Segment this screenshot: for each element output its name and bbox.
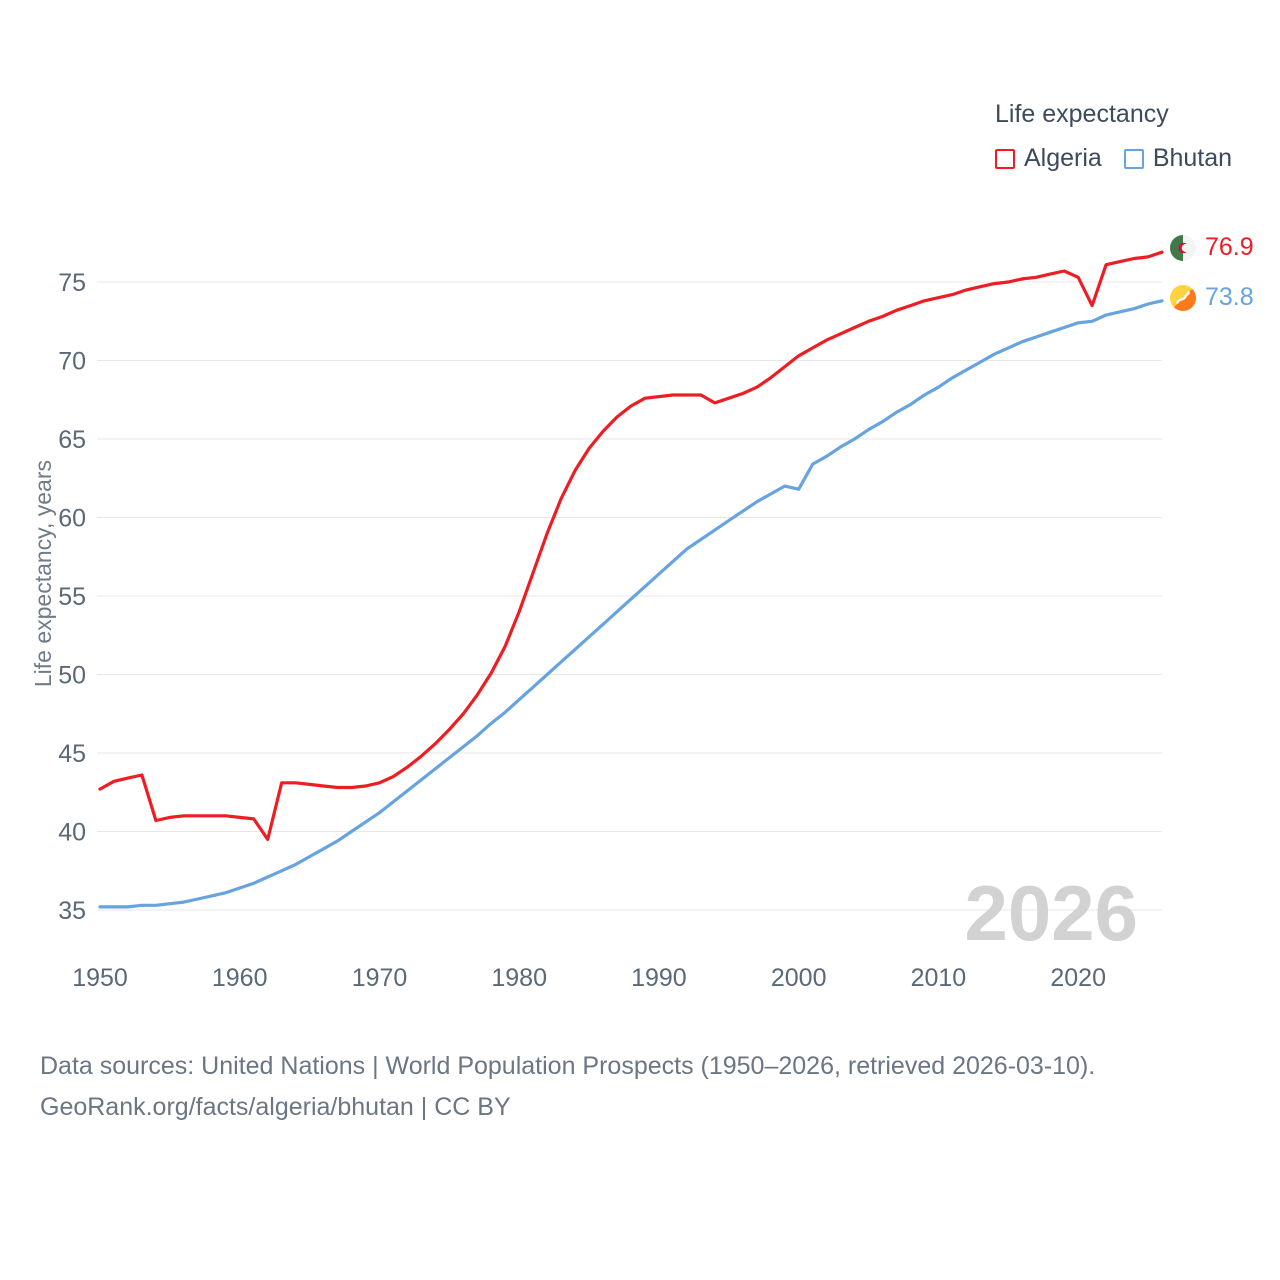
legend-item-bhutan: Bhutan [1123,144,1233,173]
x-tick-label: 2020 [1050,964,1106,992]
algeria-swatch-icon [995,148,1015,169]
x-tick-label: 2000 [771,964,827,992]
algeria-flag-icon [1170,234,1196,261]
bhutan-end-value: 73.8 [1205,283,1254,311]
bhutan-flag-icon [1170,284,1196,311]
year-watermark: 2026 [964,869,1138,957]
y-tick-label: 70 [58,348,86,376]
bhutan-end-label: 73.8 [1170,283,1254,312]
x-tick-label: 1950 [72,964,128,992]
footer-sources-line: Data sources: United Nations | World Pop… [40,1052,1096,1080]
legend-items: Algeria Bhutan [995,144,1232,173]
x-tick-label: 1960 [212,964,268,992]
bhutan-swatch-icon [1123,148,1144,169]
legend-label-bhutan: Bhutan [1152,144,1233,172]
x-tick-label: 1980 [491,964,547,992]
y-tick-label: 55 [58,583,86,611]
y-tick-label: 65 [58,426,86,454]
series-line-algeria [98,250,1164,842]
y-tick-label: 45 [58,740,86,768]
series-line-bhutan [98,299,1164,909]
y-tick-label: 60 [58,505,86,533]
legend-item-algeria: Algeria [995,144,1102,173]
legend-label-algeria: Algeria [1024,144,1102,172]
legend: Life expectancy Algeria Bhutan [995,100,1232,173]
y-tick-label: 35 [58,897,86,925]
footer: Data sources: United Nations | World Pop… [40,1046,1095,1128]
y-tick-label: 40 [58,819,86,847]
chart-canvas: 35 40 45 50 55 60 65 70 75 1950 1960 1970 1980 1990 20… [58,250,1164,992]
x-tick-label: 1990 [631,964,687,992]
legend-title: Life expectancy [995,100,1169,128]
footer-link-line[interactable]: GeoRank.org/facts/algeria/bhutan | CC BY [40,1093,511,1121]
x-tick-label: 2010 [911,964,967,992]
algeria-end-label: 76.9 [1170,233,1254,262]
x-tick-label: 1970 [352,964,408,992]
algeria-end-value: 76.9 [1205,233,1254,261]
y-tick-label: 75 [58,269,86,297]
y-tick-label: 50 [58,662,86,690]
